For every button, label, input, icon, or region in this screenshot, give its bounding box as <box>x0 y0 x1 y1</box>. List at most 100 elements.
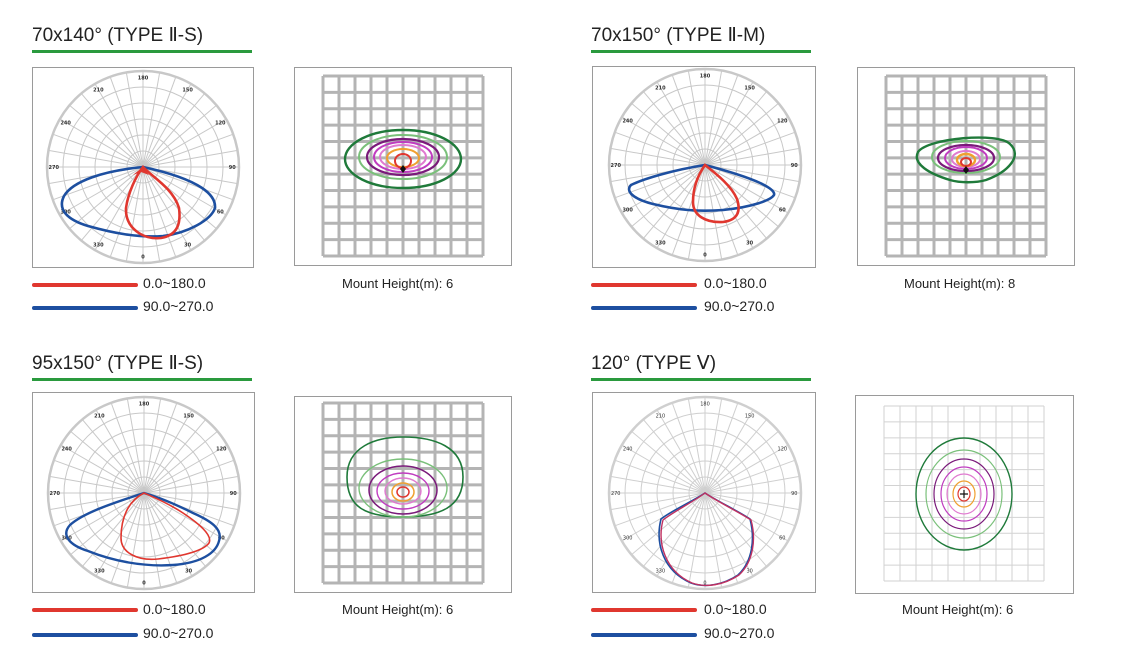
panel-4-polar-chart: 180 210 150 240 120 270 90 300 60 330 30 0 <box>592 392 816 593</box>
polar-spoke <box>125 72 144 168</box>
polar-spoke <box>142 149 238 168</box>
polar-spoke <box>142 93 206 168</box>
polar-angle-label: 210 <box>656 414 666 420</box>
polar-spoke <box>704 409 754 494</box>
panel-1-isolux-contour-2 <box>358 134 448 180</box>
polar-spoke <box>81 492 145 567</box>
polar-angle-label: 180 <box>139 402 150 408</box>
polar-angle-label: 180 <box>138 76 149 82</box>
polar-spoke <box>143 459 235 494</box>
polar-spoke <box>142 166 234 201</box>
panel-2-mount-height-prefix: Mount Height(m): <box>904 276 1005 291</box>
polar-spoke <box>704 164 754 249</box>
polar-spoke <box>143 492 218 556</box>
polar-spoke <box>126 492 145 588</box>
panel-1-curve-tip <box>133 167 149 175</box>
polar-spoke <box>142 76 177 168</box>
panel-3-isolux-contour-3 <box>368 465 438 515</box>
polar-spoke <box>110 402 145 494</box>
polar-spoke <box>60 492 145 542</box>
panel-1-isolux-grid <box>321 74 485 258</box>
panel-4-mount-height-prefix: Mount Height(m): <box>902 602 1003 617</box>
polar-spoke <box>704 459 796 494</box>
polar-angle-label: 0 <box>703 580 706 586</box>
panel-4-legend-red-label: 0.0~180.0 <box>704 601 767 617</box>
polar-spoke <box>49 492 145 511</box>
panel-4-legend-red-line <box>591 608 697 612</box>
polar-spoke <box>142 166 206 241</box>
polar-angle-label: 300 <box>622 208 633 214</box>
panel-3-curve-90-270 <box>65 491 221 567</box>
panel-1-mount-height: Mount Height(m): 6 <box>342 276 453 291</box>
polar-spoke <box>143 444 228 494</box>
panel-3-isolux-contour-4 <box>376 472 430 510</box>
polar-spoke <box>631 102 706 166</box>
panel-3-legend-blue-label: 90.0~270.0 <box>143 625 214 641</box>
polar-angle-label: 330 <box>655 240 666 246</box>
panel-3-legend-blue-line <box>32 633 138 637</box>
polar-spoke <box>610 147 706 166</box>
polar-spoke <box>642 492 706 567</box>
panel-1-isolux-chart <box>294 67 512 266</box>
panel-3-mount-height-value: 6 <box>446 602 454 617</box>
polar-spoke <box>704 164 768 239</box>
polar-spoke <box>142 166 192 251</box>
polar-spoke <box>704 492 739 584</box>
polar-spoke <box>704 475 800 494</box>
panel-2-curve-0-180 <box>691 163 740 224</box>
polar-spoke <box>687 398 706 494</box>
polar-spoke <box>704 492 723 588</box>
polar-angle-label: 270 <box>611 163 622 169</box>
polar-spoke <box>59 118 144 168</box>
polar-spoke <box>143 398 162 494</box>
polar-spoke <box>704 492 796 527</box>
polar-spoke <box>704 70 723 166</box>
panel-4-title: 120° (TYPE Ⅴ) <box>591 353 717 374</box>
polar-angle-label: 150 <box>744 86 755 92</box>
panel-3-polar-chart: 180 210 150 240 120 270 90 300 60 330 30 0 <box>32 392 255 593</box>
polar-angle-label: 60 <box>218 536 225 542</box>
polar-spoke <box>142 133 234 168</box>
polar-spoke <box>143 419 207 494</box>
panel-2-polar-chart: 180 210 150 240 120 270 90 300 60 330 30 0 <box>592 66 816 268</box>
panel-2-legend-red-line <box>591 283 697 287</box>
polar-spoke <box>48 149 144 168</box>
polar-spoke <box>621 116 706 166</box>
panel-2-isolux-contour-1 <box>915 136 1017 184</box>
polar-spoke <box>95 409 145 494</box>
polar-spoke <box>52 133 144 168</box>
panel-2-mount-height: Mount Height(m): 8 <box>904 276 1015 291</box>
polar-spoke <box>704 116 789 166</box>
polar-spoke <box>81 419 145 494</box>
polar-spoke <box>143 492 178 584</box>
polar-spoke <box>142 72 161 168</box>
panel-2-luminaire-marker <box>963 166 969 174</box>
polar-angle-label: 240 <box>623 446 633 452</box>
polar-spoke <box>143 492 162 588</box>
polar-spoke <box>143 475 239 494</box>
polar-spoke <box>704 81 754 166</box>
polar-spoke <box>52 166 144 201</box>
polar-angle-label: 120 <box>216 446 227 452</box>
polar-angle-label: 30 <box>746 240 753 246</box>
panel-3-isolux-chart <box>294 396 512 593</box>
panel-1-curve-90-270 <box>60 165 217 238</box>
panel-1-curve-0-180 <box>124 164 181 240</box>
polar-spoke <box>95 492 145 577</box>
polar-angle-label: 210 <box>94 414 105 420</box>
panel-1-isolux-svg <box>321 74 485 258</box>
polar-angle-label: 90 <box>791 491 797 497</box>
panel-3-isolux-contour-7 <box>396 486 410 498</box>
panel-1-legend-red-line <box>32 283 138 287</box>
polar-spoke <box>142 104 217 168</box>
polar-spoke <box>656 81 706 166</box>
polar-angle-label: 30 <box>746 568 752 574</box>
panel-1-mount-height-value: 6 <box>446 276 454 291</box>
panel-4-isolux-contour-7 <box>957 486 971 502</box>
polar-spoke <box>704 102 779 166</box>
panel-4-isolux-contour-3 <box>933 458 995 530</box>
panel-3-curve-0-180 <box>120 492 211 561</box>
panel-1-legend-red-label: 0.0~180.0 <box>143 275 206 291</box>
polar-spoke <box>143 409 193 494</box>
polar-spoke <box>60 444 145 494</box>
